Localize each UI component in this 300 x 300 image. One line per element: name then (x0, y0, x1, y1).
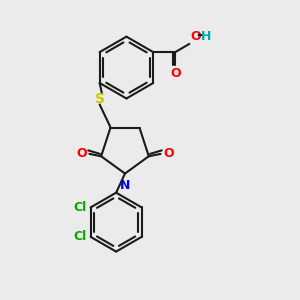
Text: O: O (76, 147, 87, 160)
Text: -: - (196, 27, 203, 42)
Text: O: O (163, 147, 173, 160)
Text: Cl: Cl (74, 230, 87, 243)
Text: N: N (120, 179, 130, 192)
Text: S: S (95, 92, 105, 106)
Text: O: O (170, 67, 181, 80)
Text: H: H (201, 30, 212, 43)
Text: O: O (190, 30, 201, 43)
Text: Cl: Cl (74, 201, 87, 214)
